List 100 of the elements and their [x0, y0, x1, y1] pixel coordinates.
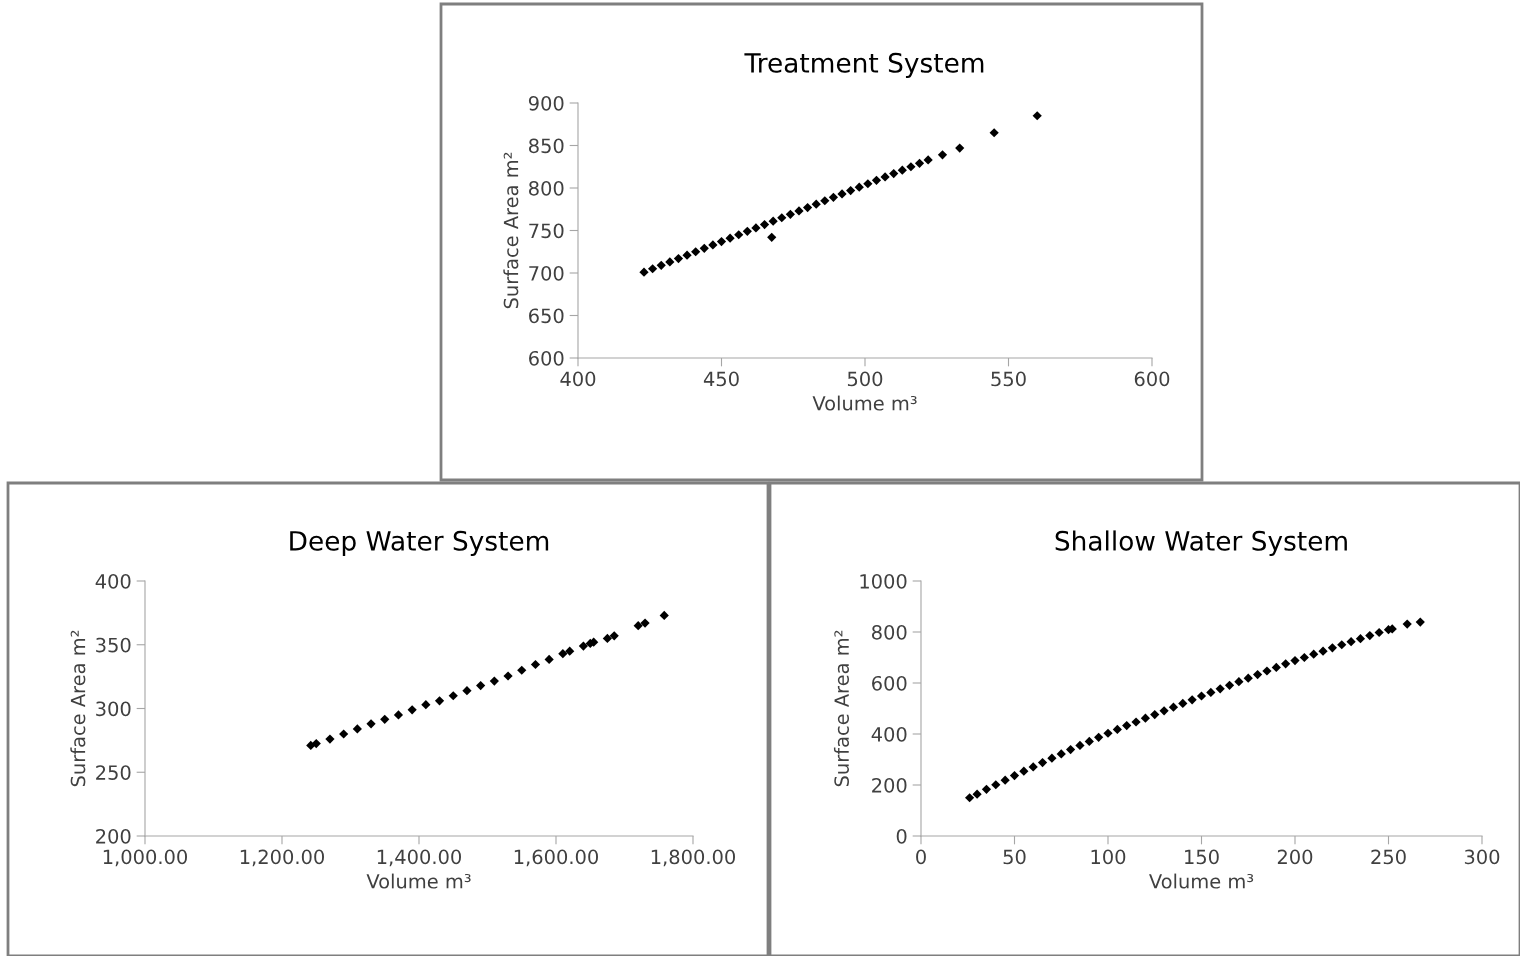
point [1032, 111, 1042, 121]
point [1187, 695, 1197, 705]
point [1337, 640, 1347, 650]
point [1056, 749, 1066, 759]
point [1075, 740, 1085, 751]
point [544, 654, 554, 665]
point [1000, 775, 1010, 785]
y-tick-label: 400 [95, 573, 131, 589]
point [1140, 713, 1151, 723]
x-tick-label: 250 [1371, 849, 1406, 865]
point [1374, 627, 1384, 638]
point [380, 714, 390, 724]
x-tick-label: 400 [560, 371, 596, 387]
point [659, 610, 669, 621]
x-tick-label: 50 [1003, 849, 1026, 865]
y-tick-label: 1000 [860, 573, 907, 589]
point [1047, 753, 1057, 763]
y-tick-label: 700 [529, 265, 564, 281]
chart-title: Deep Water System [290, 530, 549, 556]
point [734, 230, 744, 240]
y-tick-label: 350 [96, 637, 131, 653]
point [863, 179, 873, 189]
y-tick-label: 800 [872, 624, 907, 640]
point [828, 192, 839, 202]
y-tick-label: 200 [96, 828, 131, 844]
point [955, 143, 965, 153]
point [639, 267, 649, 277]
point [306, 740, 316, 751]
x-tick-label: 450 [703, 371, 739, 387]
point [489, 676, 499, 686]
point [421, 700, 431, 710]
point [1346, 637, 1356, 647]
y-axis-title: Surface Area m² [70, 630, 86, 787]
point [352, 724, 362, 734]
point [981, 784, 992, 794]
point [811, 199, 821, 209]
point [991, 780, 1001, 790]
x-tick-label: 100 [1091, 849, 1126, 865]
x-tick-label: 1,400.00 [377, 849, 461, 867]
x-tick-label: 300 [1464, 849, 1500, 865]
point [665, 257, 675, 267]
point [906, 162, 916, 172]
point [871, 175, 882, 185]
y-axis-title: Surface Area m² [833, 630, 849, 787]
point [673, 253, 684, 264]
y-tick-label: 600 [529, 350, 564, 366]
point [965, 793, 975, 803]
x-axis-title: Volume m³ [1149, 873, 1254, 889]
point [1084, 736, 1094, 746]
point [530, 659, 541, 670]
point [407, 705, 417, 715]
point [366, 719, 376, 729]
point [794, 206, 804, 216]
point [708, 240, 718, 250]
point [1168, 702, 1179, 712]
point [311, 738, 321, 749]
point [609, 631, 619, 641]
point [725, 233, 735, 243]
point [699, 243, 709, 253]
y-tick-label: 250 [96, 765, 131, 780]
x-tick-label: 150 [1185, 849, 1219, 865]
point [777, 213, 787, 223]
point [517, 665, 527, 675]
point [1065, 744, 1076, 755]
point [1150, 710, 1160, 720]
point [914, 158, 925, 168]
point [1402, 619, 1412, 629]
x-axis-title: Volume m³ [812, 395, 917, 411]
point [767, 232, 777, 242]
point [1224, 680, 1235, 690]
point [846, 185, 856, 196]
point [768, 216, 778, 226]
point [1252, 669, 1263, 680]
point [1415, 617, 1425, 627]
x-axis-title: Volume m³ [366, 873, 471, 889]
point [820, 196, 830, 206]
point [759, 219, 770, 230]
x-tick-label: 500 [847, 371, 883, 387]
point [1327, 643, 1338, 653]
point [1271, 662, 1281, 673]
point [1215, 684, 1225, 694]
point [1196, 691, 1207, 701]
x-tick-label: 600 [1134, 371, 1170, 387]
x-tick-label: 1,200.00 [240, 849, 324, 867]
point [937, 150, 948, 160]
point [462, 686, 472, 696]
point [1206, 687, 1216, 698]
point [1234, 677, 1244, 687]
point [1019, 766, 1029, 776]
point [1103, 728, 1113, 738]
point [602, 633, 612, 643]
y-tick-label: 200 [872, 777, 907, 793]
point [1281, 659, 1291, 669]
y-axis-title: Surface Area m² [503, 152, 519, 309]
point [682, 250, 692, 260]
point [854, 182, 864, 192]
point [989, 128, 999, 138]
point [339, 729, 349, 739]
point [1365, 630, 1375, 641]
x-tick-label: 1,800.00 [651, 849, 735, 867]
